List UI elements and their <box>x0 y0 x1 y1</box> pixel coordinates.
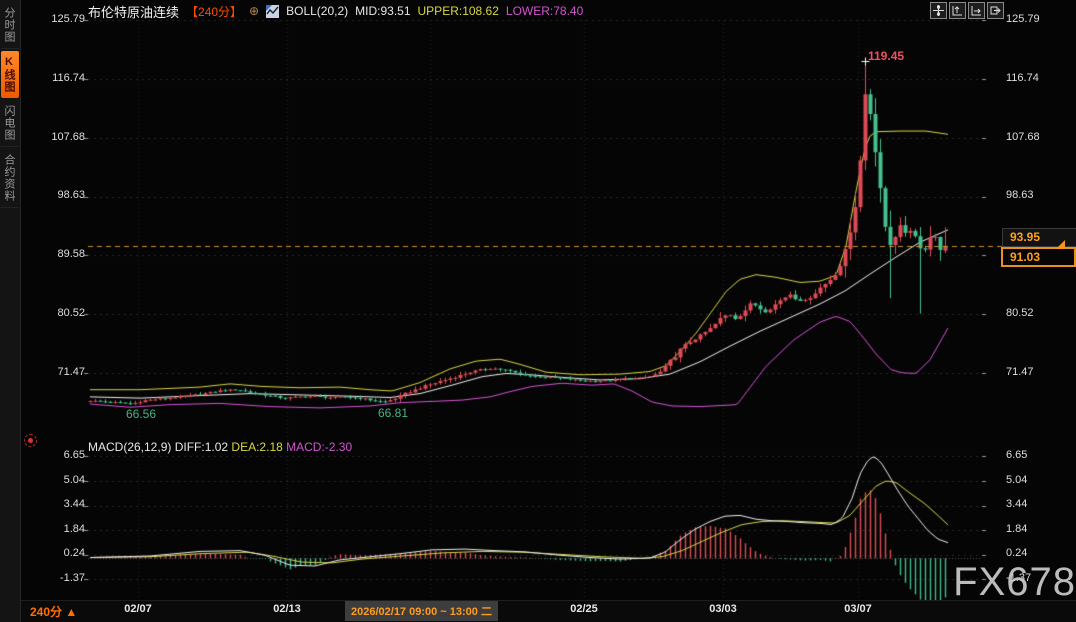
y-axis-scale-icon[interactable] <box>949 2 966 19</box>
boll-params: BOLL(20,2) <box>286 4 349 18</box>
period-label: 【240分】 <box>186 4 243 19</box>
macd-axis-label: 1.84 <box>1006 523 1028 535</box>
period-selector[interactable]: 240分 ▲ <box>30 603 77 620</box>
current-price-tag: 91.03 <box>1001 247 1076 267</box>
x-axis-label: 03/07 <box>844 603 872 615</box>
price-axis-label: 71.47 <box>1006 366 1034 378</box>
price-axis-label: 116.74 <box>52 72 85 84</box>
macd-axis-label: 6.65 <box>1006 449 1028 461</box>
sidebar-tab-kline-chart[interactable]: K线图 <box>1 51 19 98</box>
macd-dea-value: DEA:2.18 <box>231 440 283 454</box>
macd-axis-label: 0.24 <box>1006 547 1028 559</box>
price-axis-label: 80.52 <box>1006 307 1034 319</box>
price-axis-label: 89.58 <box>57 248 85 260</box>
macd-axis-label: 3.44 <box>63 498 85 510</box>
sidebar-tab-time-chart[interactable]: 分时图 <box>1 2 19 49</box>
chevron-up-icon: ▲ <box>65 605 78 619</box>
macd-value: MACD:-2.30 <box>286 440 353 454</box>
period-selector-label: 240分 <box>30 605 63 619</box>
sidebar-tab-lightning-chart[interactable]: 闪电图 <box>1 100 19 147</box>
crosshair-icon[interactable] <box>930 2 947 19</box>
macd-axis-label: 0.24 <box>63 547 85 559</box>
macd-diff-value: DIFF:1.02 <box>174 440 229 454</box>
high-price-annotation: 119.45 <box>868 49 905 63</box>
x-axis-label: 02/25 <box>570 603 598 615</box>
price-tag-pointer-icon <box>1056 240 1065 249</box>
fx678-watermark: FX678 <box>953 560 1076 604</box>
symbol-title: 布伦特原油连续 <box>88 4 180 20</box>
macd-header: MACD(26,12,9) DIFF:1.02 DEA:2.18 MACD:-2… <box>88 440 352 454</box>
circle-plus-icon[interactable]: ⊕ <box>249 4 260 18</box>
indicator-target-icon[interactable] <box>24 434 37 447</box>
boll-lower-value: LOWER:78.40 <box>505 4 584 18</box>
price-axis-label: 125.79 <box>51 13 85 25</box>
price-axis-label: 125.79 <box>1006 13 1040 25</box>
macd-axis-label: -1.37 <box>1006 572 1032 584</box>
macd-axis-label: 5.04 <box>1006 474 1028 486</box>
price-axis-label: 71.47 <box>57 366 85 378</box>
macd-axis-label: -1.37 <box>59 572 85 584</box>
x-axis-label: 02/13 <box>273 603 301 615</box>
price-axis-label: 107.68 <box>1006 131 1040 143</box>
price-axis-label: 98.63 <box>1006 189 1034 201</box>
macd-axis-label: 5.04 <box>63 474 85 486</box>
boll-mid-value: MID:93.51 <box>355 4 411 18</box>
sidebar: 分时图 K线图 闪电图 合约资料 <box>0 0 21 622</box>
indicator-icon[interactable] <box>266 4 280 18</box>
boll-upper-value: UPPER:108.62 <box>417 4 499 18</box>
chart-header: 布伦特原油连续 【240分】 ⊕ BOLL(20,2) MID:93.51 UP… <box>88 3 584 20</box>
price-axis-label: 80.52 <box>57 307 85 319</box>
x-axis-scale-icon[interactable] <box>968 2 985 19</box>
x-axis-label: 02/07 <box>124 603 152 615</box>
price-axis-label: 107.68 <box>51 131 85 143</box>
macd-axis-label: 1.84 <box>63 523 85 535</box>
x-axis-highlight-readout: 2026/02/17 09:00 ~ 13:00 二 <box>345 601 498 621</box>
macd-axis-label: 3.44 <box>1006 498 1028 510</box>
price-axis-label: 116.74 <box>1006 72 1039 84</box>
time-axis-bar <box>20 600 1076 622</box>
low-price-annotation: 66.56 <box>126 407 157 421</box>
macd-axis-label: 6.65 <box>63 449 85 461</box>
sidebar-tab-contract-info[interactable]: 合约资料 <box>1 149 19 208</box>
shift-right-icon[interactable] <box>987 2 1004 19</box>
x-axis-label: 03/03 <box>709 603 737 615</box>
macd-params: MACD(26,12,9) <box>88 440 172 454</box>
price-axis-label: 98.63 <box>57 189 85 201</box>
chart-toolbar <box>930 2 1004 19</box>
low-price-annotation: 66.81 <box>378 406 409 420</box>
